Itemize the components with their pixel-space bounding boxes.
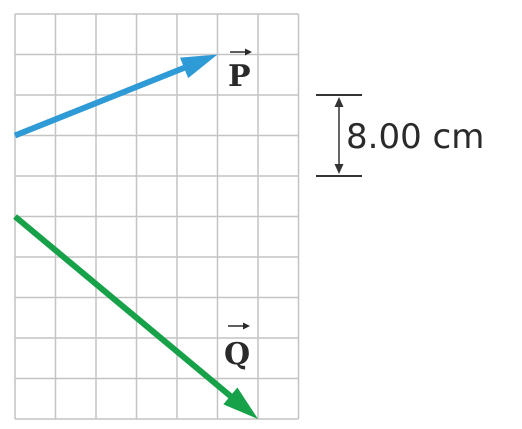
vector-p-overarrow-head	[245, 48, 252, 56]
vector-q-overarrow-head	[243, 322, 250, 330]
vector-q-label: Q	[224, 322, 250, 372]
graph-paper-grid	[14, 13, 300, 420]
scale-bar-arrowhead-up	[334, 97, 344, 107]
vector-p-label-text: P	[228, 59, 251, 94]
vector-p-arrowhead	[179, 54, 218, 79]
scale-bar: 8.00 cm	[316, 94, 484, 177]
vector-p-label: P	[228, 48, 252, 94]
vector-p	[13, 54, 218, 139]
vector-q-arrowhead	[223, 387, 258, 419]
scale-bar-label: 8.00 cm	[346, 117, 484, 157]
scale-bar-arrowhead-down	[334, 164, 344, 174]
vector-p-shaft	[13, 63, 189, 139]
vector-q	[13, 214, 258, 419]
vector-q-shaft	[13, 214, 236, 401]
vector-q-label-text: Q	[224, 337, 250, 372]
